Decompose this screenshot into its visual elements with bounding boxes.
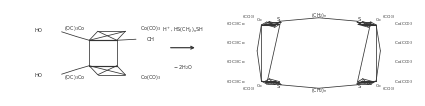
Text: (CO)$_3$: (CO)$_3$: [382, 13, 396, 21]
Text: Co: Co: [256, 84, 262, 88]
Text: OH: OH: [147, 37, 155, 42]
Text: S: S: [277, 17, 280, 22]
Text: (OC)$_3$Co: (OC)$_3$Co: [226, 20, 246, 28]
Text: Co: Co: [375, 18, 381, 22]
Text: Co(CO)$_3$: Co(CO)$_3$: [140, 24, 162, 33]
Text: Co(CO)$_3$: Co(CO)$_3$: [394, 40, 414, 47]
Text: (CO)$_3$: (CO)$_3$: [242, 13, 255, 21]
Text: Co(CO)$_3$: Co(CO)$_3$: [394, 78, 414, 86]
Text: Co(CO)$_3$: Co(CO)$_3$: [394, 20, 414, 28]
Text: Co: Co: [256, 18, 262, 22]
Text: H$^+$, HS(CH$_2$)$_n$SH: H$^+$, HS(CH$_2$)$_n$SH: [162, 25, 204, 35]
Text: HO: HO: [34, 73, 43, 78]
Text: (OC)$_3$Co: (OC)$_3$Co: [64, 73, 85, 82]
Text: S: S: [358, 84, 361, 89]
Text: Co: Co: [375, 84, 381, 88]
Text: (OC)$_3$Co: (OC)$_3$Co: [64, 24, 85, 33]
Text: Co(CO)$_3$: Co(CO)$_3$: [140, 73, 162, 82]
Text: (OC)$_3$Co: (OC)$_3$Co: [226, 40, 246, 47]
Text: (CO)$_3$: (CO)$_3$: [382, 85, 396, 93]
Text: $-$ 2H$_2$O: $-$ 2H$_2$O: [173, 63, 193, 72]
Text: (CH$_2$)$_n$: (CH$_2$)$_n$: [311, 11, 327, 20]
Text: S: S: [358, 17, 361, 22]
Text: Co(CO)$_3$: Co(CO)$_3$: [394, 59, 414, 66]
Text: (OC)$_3$Co: (OC)$_3$Co: [226, 59, 246, 66]
Text: (CH$_2$)$_n$: (CH$_2$)$_n$: [311, 86, 327, 95]
Text: (CO)$_3$: (CO)$_3$: [242, 85, 255, 93]
Text: (OC)$_3$Co: (OC)$_3$Co: [226, 78, 246, 86]
Text: HO: HO: [34, 28, 43, 33]
Text: S: S: [277, 84, 280, 89]
